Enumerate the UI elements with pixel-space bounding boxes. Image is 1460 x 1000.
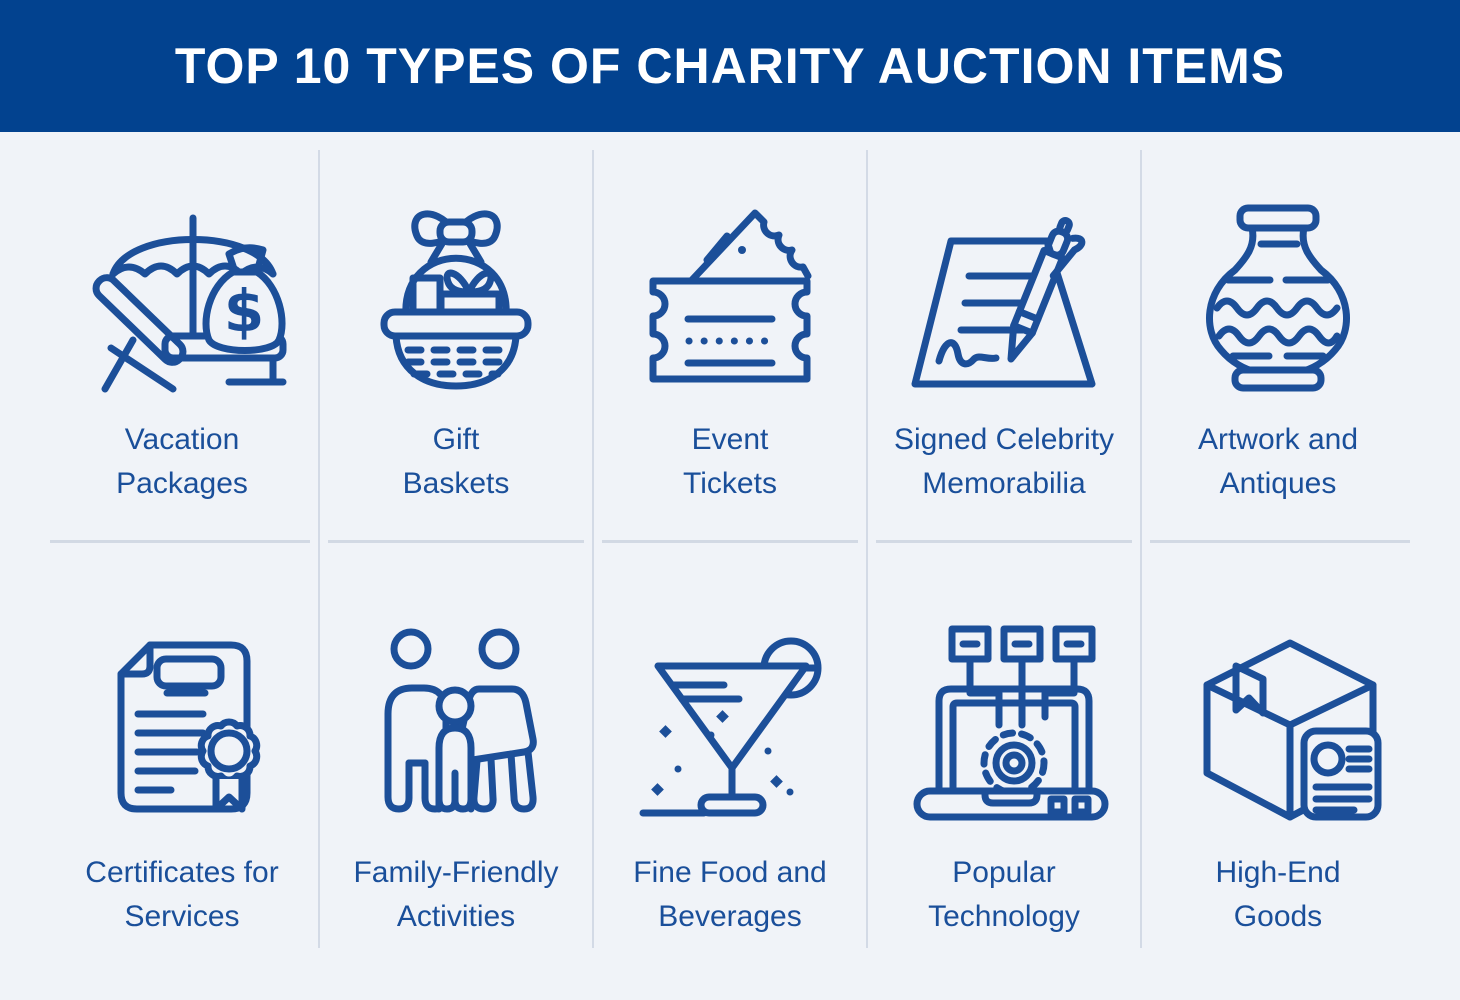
beach-chair-umbrella-money-bag-icon: $ xyxy=(77,184,287,394)
header-banner: TOP 10 TYPES OF CHARITY AUCTION ITEMS xyxy=(0,0,1460,132)
box-with-card-icon xyxy=(1173,611,1383,821)
item-label: Fine Food and Beverages xyxy=(633,856,827,933)
item-label: Family-Friendly Activities xyxy=(353,856,559,933)
item-card-family-activities: Family-Friendly Activities xyxy=(319,541,593,1000)
item-label: Gift Baskets xyxy=(402,423,510,500)
row-divider-segment xyxy=(1150,540,1410,543)
gift-basket-icon xyxy=(351,184,561,394)
row-divider-segment xyxy=(328,540,584,543)
item-label: Signed Celebrity Memorabilia xyxy=(893,423,1115,500)
row-divider-segment xyxy=(602,540,858,543)
item-card-certificates: Certificates for Services xyxy=(45,541,319,1000)
item-card-event-tickets: Event Tickets xyxy=(593,132,867,541)
item-card-popular-technology: Popular Technology xyxy=(867,541,1141,1000)
page-title: TOP 10 TYPES OF CHARITY AUCTION ITEMS xyxy=(174,38,1286,94)
item-label: Artwork and Antiques xyxy=(1197,423,1359,500)
item-card-gift-baskets: Gift Baskets xyxy=(319,132,593,541)
item-label: Vacation Packages xyxy=(116,423,248,500)
row-divider-segment xyxy=(876,540,1132,543)
item-label: High-End Goods xyxy=(1215,856,1341,933)
cocktail-glass-icon xyxy=(625,611,835,821)
item-label: Event Tickets xyxy=(683,423,777,500)
svg-text:$: $ xyxy=(224,277,264,345)
signed-paper-pen-icon xyxy=(899,184,1109,394)
column-divider xyxy=(318,150,320,948)
family-icon xyxy=(351,611,561,821)
row-divider-segment xyxy=(50,540,310,543)
vase-icon xyxy=(1173,184,1383,394)
item-card-artwork-antiques: Artwork and Antiques xyxy=(1141,132,1415,541)
item-card-high-end-goods: High-End Goods xyxy=(1141,541,1415,1000)
column-divider xyxy=(1140,150,1142,948)
column-divider xyxy=(592,150,594,948)
item-card-signed-memorabilia: Signed Celebrity Memorabilia xyxy=(867,132,1141,541)
items-grid: $ Vacation Packages xyxy=(45,132,1415,1000)
item-card-food-beverages: Fine Food and Beverages xyxy=(593,541,867,1000)
certificate-rosette-icon xyxy=(77,611,287,821)
laptop-gear-icon xyxy=(899,611,1109,821)
item-label: Certificates for Services xyxy=(85,856,279,933)
item-card-vacation-packages: $ Vacation Packages xyxy=(45,132,319,541)
tickets-icon xyxy=(625,184,835,394)
item-label: Popular Technology xyxy=(928,856,1080,933)
column-divider xyxy=(866,150,868,948)
